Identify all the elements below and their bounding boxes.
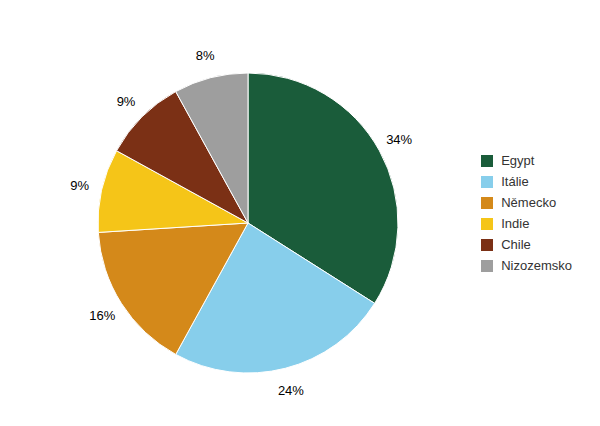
svg-text:9%: 9% bbox=[117, 94, 136, 109]
html-text:Chile: Chile bbox=[501, 237, 531, 252]
svg-text:24%: 24% bbox=[278, 383, 304, 398]
svg-text:8%: 8% bbox=[196, 48, 215, 63]
svg-text:9%: 9% bbox=[70, 178, 89, 193]
html-text:Nizozemsko: Nizozemsko bbox=[501, 258, 572, 273]
html-text:Německo: Německo bbox=[501, 195, 557, 210]
svg-text:16%: 16% bbox=[89, 308, 115, 323]
html-text:Itálie: Itálie bbox=[501, 174, 529, 189]
svg-text:34%: 34% bbox=[386, 132, 412, 147]
html-text:Egypt: Egypt bbox=[501, 153, 535, 168]
html-text:Indie: Indie bbox=[501, 216, 530, 231]
